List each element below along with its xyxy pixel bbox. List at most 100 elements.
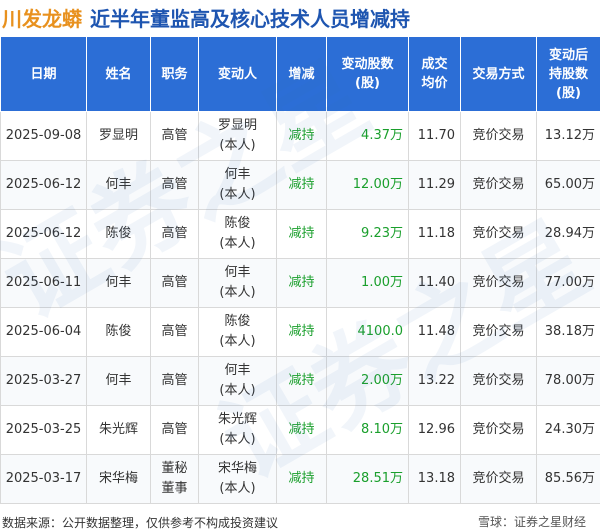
table-row: 2025-03-27 何丰 高管 何丰 (本人) 减持 2.00万 13.22 竞价交易 78.0…	[0, 356, 600, 406]
post-holding-cell: 77.00万	[536, 258, 600, 308]
position-cell-line: 高管	[161, 128, 188, 143]
changer-cell: 何丰 (本人)	[198, 356, 277, 406]
changer-cell-line: (本人)	[219, 285, 256, 300]
position-cell-line: 高管	[161, 275, 188, 290]
trade-method-cell: 竞价交易	[460, 405, 537, 455]
position-cell-line: 高管	[161, 324, 188, 339]
changer-cell-line: 陈俊	[224, 314, 251, 329]
direction-cell: 减持	[276, 307, 327, 357]
trade-method-cell: 竞价交易	[460, 160, 537, 210]
changer-cell: 朱光辉 (本人)	[198, 405, 277, 455]
date-cell: 2025-03-17	[0, 454, 87, 504]
column-header-label: 交易方式	[472, 66, 525, 82]
position-cell: 高管	[150, 356, 199, 406]
changer-cell: 宋华梅 (本人)	[198, 454, 277, 504]
post-holding-cell: 65.00万	[536, 160, 600, 210]
avg-price-cell: 13.22	[408, 356, 461, 406]
position-cell: 高管	[150, 258, 199, 308]
changer-cell: 罗显明 (本人)	[198, 111, 277, 161]
position-cell-line: 董事	[161, 481, 188, 496]
report-headline: 近半年董监高及核心技术人员增减持	[90, 7, 410, 31]
name-cell: 罗显明	[86, 111, 151, 161]
position-cell-line: 高管	[161, 226, 188, 241]
trade-method-cell: 竞价交易	[460, 356, 537, 406]
name-cell: 何丰	[86, 160, 151, 210]
avg-price-cell: 11.40	[408, 258, 461, 308]
trade-method-cell: 竞价交易	[460, 258, 537, 308]
brand-credit: 雪球：证券之星财经	[477, 515, 586, 529]
column-header: 日期	[0, 36, 87, 112]
column-header: 职务	[150, 36, 199, 112]
date-cell: 2025-06-04	[0, 307, 87, 357]
column-header-label: 职务	[161, 66, 188, 82]
avg-price-cell: 12.96	[408, 405, 461, 455]
changer-cell: 陈俊 (本人)	[198, 307, 277, 357]
trade-method-cell: 竞价交易	[460, 454, 537, 504]
table-row: 2025-06-12 陈俊 高管 陈俊 (本人) 减持 9.23万 11.18 竞价交易 28.9…	[0, 209, 600, 259]
name-cell: 何丰	[86, 356, 151, 406]
direction-cell: 减持	[276, 356, 327, 406]
shares-changed-cell: 28.51万	[326, 454, 409, 504]
column-header: 姓名	[86, 36, 151, 112]
avg-price-cell: 11.48	[408, 307, 461, 357]
column-header: 增减	[276, 36, 327, 112]
position-cell: 高管	[150, 405, 199, 455]
shares-changed-cell: 4100.0	[326, 307, 409, 357]
position-cell: 高管	[150, 307, 199, 357]
column-header-label: 持股数	[548, 66, 588, 82]
position-cell-line: 高管	[161, 373, 188, 388]
shares-changed-cell: 12.00万	[326, 160, 409, 210]
direction-cell: 减持	[276, 405, 327, 455]
position-cell-line: 董秘	[161, 461, 188, 476]
avg-price-cell: 11.29	[408, 160, 461, 210]
column-header-label: 变动股数	[341, 57, 394, 72]
date-cell: 2025-03-25	[0, 405, 87, 455]
shares-changed-cell: 8.10万	[326, 405, 409, 455]
date-cell: 2025-09-08	[0, 111, 87, 161]
position-cell-line: 高管	[161, 177, 188, 192]
company-name: 川发龙蟒	[2, 7, 82, 31]
column-header-label: 均价	[421, 76, 448, 91]
post-holding-cell: 85.56万	[536, 454, 600, 504]
shares-changed-cell: 2.00万	[326, 356, 409, 406]
post-holding-cell: 13.12万	[536, 111, 600, 161]
insider-trades-table: 日期 姓名 职务 变动人 增减 变动股数 (股) 成交 均价 交易方式 变动后 持股数 (股) 2025…	[0, 36, 600, 504]
column-header-label: 增减	[288, 66, 315, 82]
date-cell: 2025-06-12	[0, 160, 87, 210]
changer-cell-line: 陈俊	[224, 216, 251, 231]
table-row: 2025-06-11 何丰 高管 何丰 (本人) 减持 1.00万 11.40 竞价交易 77.0…	[0, 258, 600, 308]
post-holding-cell: 28.94万	[536, 209, 600, 259]
column-header-label: 变动人	[217, 66, 257, 82]
direction-cell: 减持	[276, 111, 327, 161]
changer-cell-line: 朱光辉	[217, 412, 257, 427]
trade-method-cell: 竞价交易	[460, 307, 537, 357]
column-header-label: 姓名	[105, 66, 132, 82]
name-cell: 朱光辉	[86, 405, 151, 455]
name-cell: 宋华梅	[86, 454, 151, 504]
position-cell-line: 高管	[161, 422, 188, 437]
changer-cell-line: 何丰	[224, 265, 251, 280]
changer-cell-line: 罗显明	[217, 118, 257, 133]
table-row: 2025-03-25 朱光辉 高管 朱光辉 (本人) 减持 8.10万 12.96 竞价交易 24…	[0, 405, 600, 455]
date-cell: 2025-06-11	[0, 258, 87, 308]
changer-cell: 何丰 (本人)	[198, 258, 277, 308]
column-header: 变动人	[198, 36, 277, 112]
column-header-label: 日期	[30, 66, 57, 82]
table-row: 2025-03-17 宋华梅 董秘 董事 宋华梅 (本人) 减持 28.51万 13.18 竞价交…	[0, 454, 600, 504]
title-bar: 川发龙蟒 近半年董监高及核心技术人员增减持	[0, 0, 600, 34]
post-holding-cell: 38.18万	[536, 307, 600, 357]
changer-cell-line: (本人)	[219, 432, 256, 447]
name-cell: 陈俊	[86, 307, 151, 357]
changer-cell-line: (本人)	[219, 138, 256, 153]
trade-method-cell: 竞价交易	[460, 111, 537, 161]
shares-changed-cell: 1.00万	[326, 258, 409, 308]
data-source-note: 数据来源：公开数据整理，仅供参考不构成投资建议	[2, 516, 279, 530]
column-header: 成交 均价	[408, 36, 461, 112]
changer-cell-line: (本人)	[219, 187, 256, 202]
shares-changed-cell: 4.37万	[326, 111, 409, 161]
table-header-row: 日期 姓名 职务 变动人 增减 变动股数 (股) 成交 均价 交易方式 变动后 持股数 (股)	[0, 36, 600, 112]
direction-cell: 减持	[276, 209, 327, 259]
post-holding-cell: 24.30万	[536, 405, 600, 455]
name-cell: 陈俊	[86, 209, 151, 259]
position-cell: 董秘 董事	[150, 454, 199, 504]
